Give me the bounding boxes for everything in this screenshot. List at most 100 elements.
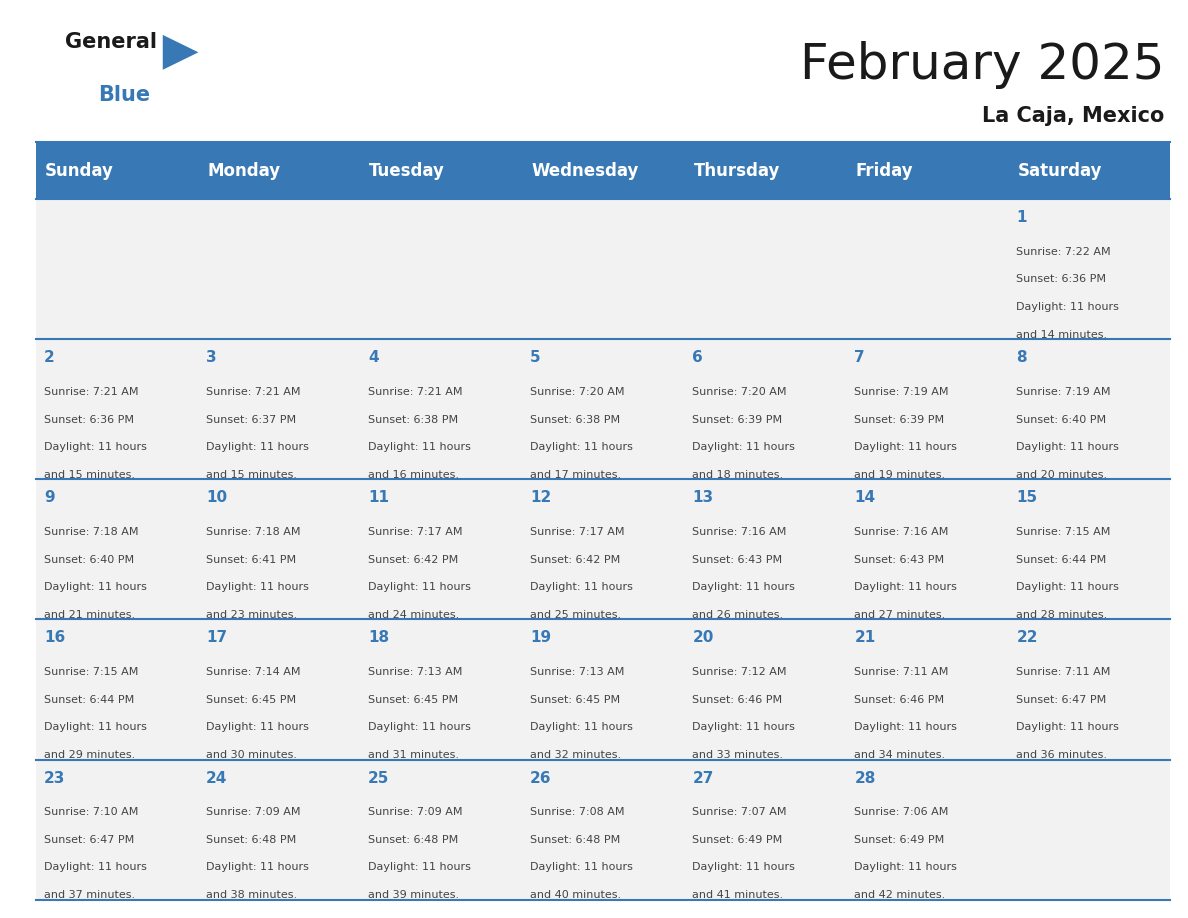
Text: Sunset: 6:39 PM: Sunset: 6:39 PM <box>693 415 783 424</box>
Text: Saturday: Saturday <box>1018 162 1102 180</box>
Text: Sunset: 6:36 PM: Sunset: 6:36 PM <box>44 415 134 424</box>
Text: Sunrise: 7:18 AM: Sunrise: 7:18 AM <box>44 527 139 537</box>
Text: 13: 13 <box>693 490 713 506</box>
Text: Daylight: 11 hours: Daylight: 11 hours <box>44 722 147 733</box>
Text: Daylight: 11 hours: Daylight: 11 hours <box>854 582 958 592</box>
Text: 25: 25 <box>368 770 390 786</box>
Bar <box>36 479 1170 620</box>
Text: Daylight: 11 hours: Daylight: 11 hours <box>206 442 309 452</box>
Text: Sunset: 6:44 PM: Sunset: 6:44 PM <box>1017 554 1107 565</box>
Text: and 24 minutes.: and 24 minutes. <box>368 610 460 620</box>
Text: Daylight: 11 hours: Daylight: 11 hours <box>854 442 958 452</box>
Text: 16: 16 <box>44 631 65 645</box>
Text: and 32 minutes.: and 32 minutes. <box>530 750 621 760</box>
Text: Sunset: 6:42 PM: Sunset: 6:42 PM <box>368 554 459 565</box>
Text: La Caja, Mexico: La Caja, Mexico <box>981 106 1164 126</box>
Text: Sunset: 6:44 PM: Sunset: 6:44 PM <box>44 695 134 705</box>
Text: 20: 20 <box>693 631 714 645</box>
Text: Sunset: 6:38 PM: Sunset: 6:38 PM <box>530 415 620 424</box>
Text: Daylight: 11 hours: Daylight: 11 hours <box>693 582 795 592</box>
Text: Sunset: 6:39 PM: Sunset: 6:39 PM <box>854 415 944 424</box>
Text: Daylight: 11 hours: Daylight: 11 hours <box>44 862 147 872</box>
Text: 24: 24 <box>206 770 227 786</box>
Text: 15: 15 <box>1017 490 1037 506</box>
Text: Daylight: 11 hours: Daylight: 11 hours <box>368 582 470 592</box>
Text: Daylight: 11 hours: Daylight: 11 hours <box>368 722 470 733</box>
Bar <box>36 340 1170 479</box>
Text: Sunrise: 7:17 AM: Sunrise: 7:17 AM <box>530 527 625 537</box>
Text: Daylight: 11 hours: Daylight: 11 hours <box>1017 722 1119 733</box>
Bar <box>36 620 1170 759</box>
Text: Sunrise: 7:11 AM: Sunrise: 7:11 AM <box>1017 667 1111 677</box>
Text: February 2025: February 2025 <box>800 41 1164 89</box>
Text: Daylight: 11 hours: Daylight: 11 hours <box>44 442 147 452</box>
Text: Sunrise: 7:22 AM: Sunrise: 7:22 AM <box>1017 247 1111 257</box>
Text: Sunrise: 7:14 AM: Sunrise: 7:14 AM <box>206 667 301 677</box>
Text: and 21 minutes.: and 21 minutes. <box>44 610 135 620</box>
Text: 19: 19 <box>530 631 551 645</box>
Text: and 26 minutes.: and 26 minutes. <box>693 610 783 620</box>
Text: Daylight: 11 hours: Daylight: 11 hours <box>854 862 958 872</box>
Text: Sunset: 6:42 PM: Sunset: 6:42 PM <box>530 554 620 565</box>
Text: Daylight: 11 hours: Daylight: 11 hours <box>530 582 633 592</box>
Text: Sunset: 6:43 PM: Sunset: 6:43 PM <box>854 554 944 565</box>
Text: Sunrise: 7:21 AM: Sunrise: 7:21 AM <box>44 387 139 397</box>
Text: Sunset: 6:45 PM: Sunset: 6:45 PM <box>530 695 620 705</box>
Text: Sunrise: 7:11 AM: Sunrise: 7:11 AM <box>854 667 949 677</box>
Text: Sunrise: 7:12 AM: Sunrise: 7:12 AM <box>693 667 786 677</box>
Text: and 20 minutes.: and 20 minutes. <box>1017 470 1107 479</box>
Text: Sunset: 6:40 PM: Sunset: 6:40 PM <box>44 554 134 565</box>
Text: Daylight: 11 hours: Daylight: 11 hours <box>693 722 795 733</box>
Text: Sunrise: 7:09 AM: Sunrise: 7:09 AM <box>206 807 301 817</box>
Text: 18: 18 <box>368 631 390 645</box>
Text: Sunrise: 7:20 AM: Sunrise: 7:20 AM <box>693 387 786 397</box>
Text: Daylight: 11 hours: Daylight: 11 hours <box>530 862 633 872</box>
Text: 5: 5 <box>530 351 541 365</box>
Text: Tuesday: Tuesday <box>369 162 446 180</box>
Text: Sunset: 6:45 PM: Sunset: 6:45 PM <box>368 695 459 705</box>
Bar <box>522 142 684 199</box>
Text: Daylight: 11 hours: Daylight: 11 hours <box>530 442 633 452</box>
Text: Sunset: 6:49 PM: Sunset: 6:49 PM <box>693 834 783 845</box>
Text: Daylight: 11 hours: Daylight: 11 hours <box>206 722 309 733</box>
Text: Daylight: 11 hours: Daylight: 11 hours <box>368 442 470 452</box>
Polygon shape <box>163 35 198 70</box>
Text: Blue: Blue <box>99 85 151 106</box>
Text: Sunrise: 7:13 AM: Sunrise: 7:13 AM <box>530 667 625 677</box>
Text: General: General <box>65 32 157 52</box>
Text: Sunset: 6:45 PM: Sunset: 6:45 PM <box>206 695 296 705</box>
Text: Sunrise: 7:06 AM: Sunrise: 7:06 AM <box>854 807 949 817</box>
Text: Sunrise: 7:08 AM: Sunrise: 7:08 AM <box>530 807 625 817</box>
Text: Sunset: 6:41 PM: Sunset: 6:41 PM <box>206 554 296 565</box>
Bar <box>360 142 522 199</box>
Text: 3: 3 <box>206 351 216 365</box>
Text: 2: 2 <box>44 351 55 365</box>
Text: and 29 minutes.: and 29 minutes. <box>44 750 135 760</box>
Text: Daylight: 11 hours: Daylight: 11 hours <box>206 582 309 592</box>
Text: Daylight: 11 hours: Daylight: 11 hours <box>1017 302 1119 312</box>
Bar <box>846 142 1009 199</box>
Text: Daylight: 11 hours: Daylight: 11 hours <box>44 582 147 592</box>
Text: Sunrise: 7:19 AM: Sunrise: 7:19 AM <box>1017 387 1111 397</box>
Text: Sunset: 6:40 PM: Sunset: 6:40 PM <box>1017 415 1106 424</box>
Text: 6: 6 <box>693 351 703 365</box>
Text: Sunset: 6:48 PM: Sunset: 6:48 PM <box>368 834 459 845</box>
Text: Friday: Friday <box>855 162 914 180</box>
Text: Daylight: 11 hours: Daylight: 11 hours <box>854 722 958 733</box>
Text: 14: 14 <box>854 490 876 506</box>
Text: 8: 8 <box>1017 351 1028 365</box>
Bar <box>36 142 197 199</box>
Text: and 18 minutes.: and 18 minutes. <box>693 470 783 479</box>
Text: Sunset: 6:47 PM: Sunset: 6:47 PM <box>1017 695 1107 705</box>
Text: 28: 28 <box>854 770 876 786</box>
Text: and 27 minutes.: and 27 minutes. <box>854 610 946 620</box>
Text: Sunrise: 7:10 AM: Sunrise: 7:10 AM <box>44 807 138 817</box>
Text: and 15 minutes.: and 15 minutes. <box>44 470 135 479</box>
Text: 10: 10 <box>206 490 227 506</box>
Text: Daylight: 11 hours: Daylight: 11 hours <box>530 722 633 733</box>
Text: 23: 23 <box>44 770 65 786</box>
Text: and 42 minutes.: and 42 minutes. <box>854 890 946 900</box>
Text: and 36 minutes.: and 36 minutes. <box>1017 750 1107 760</box>
Text: Sunrise: 7:09 AM: Sunrise: 7:09 AM <box>368 807 462 817</box>
Text: Daylight: 11 hours: Daylight: 11 hours <box>693 862 795 872</box>
